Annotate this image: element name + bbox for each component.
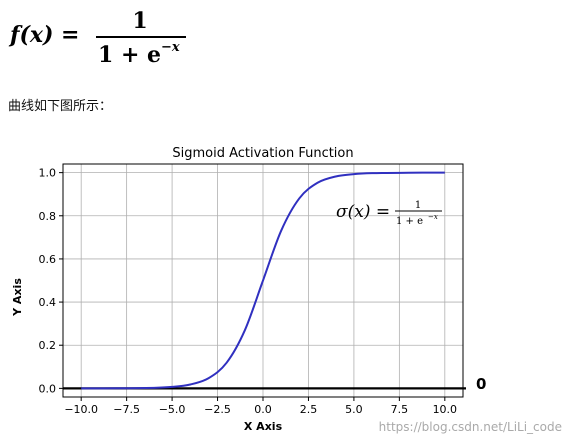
- y-tick-label: 0.8: [39, 210, 57, 223]
- x-tick-label: 0.0: [254, 403, 272, 416]
- x-axis-label: X Axis: [244, 420, 283, 433]
- x-tick-label: −7.5: [113, 403, 140, 416]
- formula-denominator-base: 1 + e: [98, 42, 161, 66]
- chart-title: Sigmoid Activation Function: [172, 146, 353, 161]
- annotation-denominator: 1 + e: [396, 216, 423, 227]
- y-tick-label: 0.2: [39, 339, 57, 352]
- formula-lhs: f(x) =: [8, 22, 80, 48]
- sigmoid-curve: [81, 171, 445, 390]
- series-group: [81, 171, 445, 390]
- y-tick-label: 0.0: [39, 382, 57, 395]
- x-tick-label: −10.0: [64, 403, 98, 416]
- x-tick-label: −5.0: [159, 403, 186, 416]
- x-tick-label: 5.0: [345, 403, 363, 416]
- annotation-numerator: 1: [415, 200, 421, 211]
- equation-annotation: σ(x) = 1 1 + e −x: [336, 200, 442, 227]
- y-tick-label: 1.0: [39, 167, 57, 180]
- x-tick-label: 2.5: [300, 403, 318, 416]
- x-tick-label: 10.0: [433, 403, 458, 416]
- y-tick-label: 0.4: [39, 296, 57, 309]
- formula-denominator-exponent: −x: [161, 40, 180, 55]
- sigmoid-chart: Sigmoid Activation Function −10.0 −7.5 −5.…: [11, 146, 486, 433]
- intro-text: 曲线如下图所示：: [8, 99, 113, 114]
- annotation-denominator-exp: −x: [428, 213, 438, 221]
- formula-numerator: 1: [132, 8, 147, 34]
- y-tick-labels: 0.0 0.2 0.4 0.6 0.8 1.0: [39, 167, 63, 395]
- sigmoid-formula: f(x) = 1 1 + e −x: [8, 8, 186, 66]
- x-tick-label: 7.5: [391, 403, 409, 416]
- x-tick-labels: −10.0 −7.5 −5.0 −2.5 0.0 2.5 5.0 7.5 10.0: [64, 397, 457, 416]
- annotation-lhs: σ(x) =: [336, 202, 390, 222]
- y-axis-label: Y Axis: [11, 278, 24, 317]
- watermark: https://blog.csdn.net/LiLi_code: [378, 420, 562, 434]
- outside-zero-label: 0: [476, 375, 486, 393]
- x-tick-label: −2.5: [204, 403, 231, 416]
- y-tick-label: 0.6: [39, 253, 57, 266]
